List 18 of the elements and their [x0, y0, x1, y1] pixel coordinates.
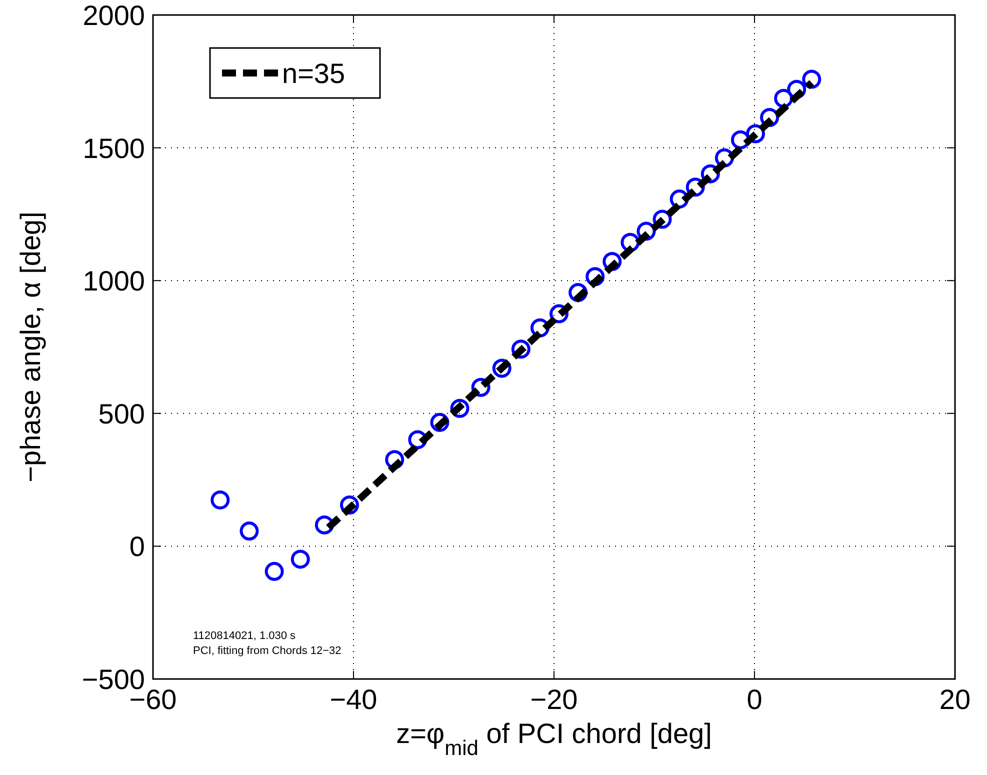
- legend-label: n=35: [282, 58, 346, 89]
- x-tick-label: 0: [746, 684, 762, 715]
- y-axis-title: −phase angle, α [deg]: [15, 212, 46, 482]
- annotation: PCI, fitting from Chords 12−32: [193, 645, 342, 657]
- x-tick-label: −20: [530, 684, 578, 715]
- annotation: 1120814021, 1.030 s: [193, 630, 296, 642]
- x-tick-label: 20: [939, 684, 971, 715]
- point: [240, 522, 259, 541]
- x-axis-title: z=φ$_{mid}$ of PCI chord [deg]: [396, 718, 712, 760]
- point: [290, 550, 310, 569]
- point: [264, 562, 284, 581]
- x-tick-label: −40: [330, 684, 378, 715]
- y-tick-label: 1000: [82, 266, 145, 297]
- y-tick-label: 500: [98, 398, 145, 430]
- y-tick-label: 2000: [82, 0, 145, 31]
- point: [210, 490, 230, 510]
- y-tick-label: 1500: [82, 132, 145, 164]
- y-tick-label: 0: [129, 531, 145, 562]
